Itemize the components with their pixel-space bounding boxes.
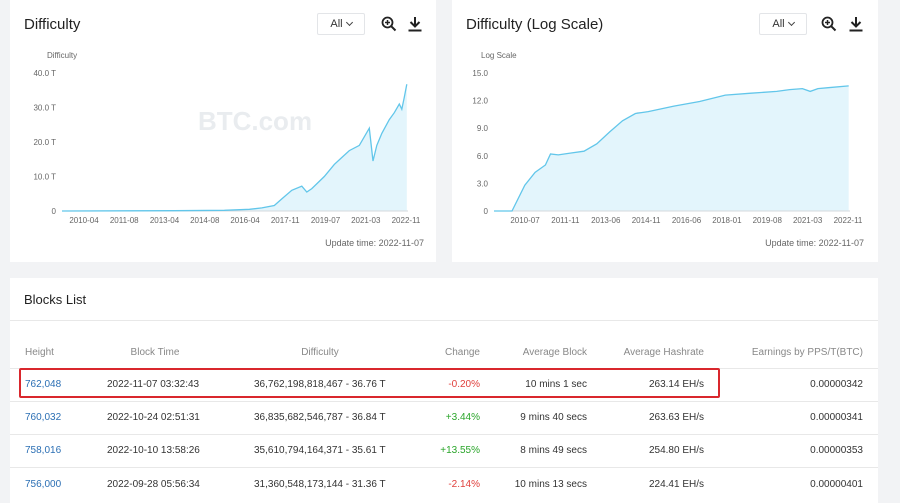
x-tick-label: 2010-07 [510, 216, 540, 225]
difficulty-chart-card: Difficulty All Difficulty BTC.com 0 10.0 T… [10, 0, 436, 262]
average-hashrate: 263.14 EH/s [648, 379, 704, 390]
difficulty-change: +3.44% [445, 412, 480, 423]
block-time: 2022-10-24 02:51:31 [107, 412, 200, 423]
y-axis-title: Log Scale [481, 51, 517, 60]
y-tick-label: 30.0 T [33, 104, 56, 113]
x-tick-label: 2021-03 [793, 216, 823, 225]
highlight-box [19, 368, 720, 398]
y-tick-label: 10.0 T [33, 173, 56, 182]
y-axis-title: Difficulty [47, 51, 78, 60]
x-tick-label: 2011-08 [110, 216, 139, 225]
range-select[interactable]: All [759, 13, 807, 35]
range-select-value: All [772, 18, 785, 30]
series-area [62, 84, 407, 211]
blocks-list-card: Blocks List [10, 278, 878, 503]
earnings-pps: 0.00000353 [810, 445, 863, 456]
x-tick-label: 2017-11 [271, 216, 300, 225]
x-tick-label: 2022-11 [392, 216, 421, 225]
zoom-in-icon[interactable] [820, 15, 838, 33]
average-block-time: 10 mins 13 secs [514, 479, 587, 490]
average-block-time: 10 mins 1 sec [525, 379, 587, 390]
column-header-average-hashrate: Average Hashrate [623, 347, 704, 358]
average-hashrate: 263.63 EH/s [648, 412, 704, 423]
block-difficulty: 35,610,794,164,371 - 35.61 T [254, 445, 386, 456]
x-tick-label: 2019-08 [753, 216, 783, 225]
chart-title: Difficulty (Log Scale) [466, 16, 604, 33]
block-time: 2022-09-28 05:56:34 [107, 479, 200, 490]
x-tick-label: 2016-04 [230, 216, 260, 225]
update-time: Update time: 2022-11-07 [765, 238, 864, 248]
block-height-link[interactable]: 762,048 [25, 379, 62, 390]
zoom-in-icon[interactable] [380, 15, 398, 33]
chart-title: Difficulty [24, 16, 81, 33]
series-area [494, 85, 849, 211]
range-select[interactable]: All [317, 13, 365, 35]
y-tick-label: 15.0 [472, 69, 488, 78]
column-header-difficulty: Difficulty [301, 347, 339, 358]
x-tick-label: 2013-04 [150, 216, 180, 225]
row-divider [10, 401, 878, 402]
x-tick-label: 2019-07 [311, 216, 341, 225]
block-height-link[interactable]: 758,016 [25, 445, 62, 456]
difficulty-change: -0.20% [448, 379, 480, 390]
x-tick-label: 2018-01 [712, 216, 742, 225]
y-tick-label: 12.0 [472, 97, 488, 106]
block-height-link[interactable]: 756,000 [25, 479, 62, 490]
y-tick-label: 20.0 T [33, 138, 56, 147]
blocks-list-title: Blocks List [24, 292, 87, 307]
average-hashrate: 224.41 EH/s [648, 479, 704, 490]
x-tick-label: 2021-03 [351, 216, 381, 225]
y-tick-label: 3.0 [477, 179, 489, 188]
average-block-time: 9 mins 40 secs [520, 412, 587, 423]
y-tick-label: 9.0 [477, 124, 489, 133]
column-header-height: Height [25, 347, 54, 358]
y-tick-label: 40.0 T [33, 69, 56, 78]
difficulty-chart: BTC.com 0 10.0 T 20.0 T 30.0 T 40.0 T 2010-04 2… [33, 69, 421, 225]
row-divider [10, 434, 878, 435]
difficulty-change: +13.55% [440, 445, 480, 456]
y-tick-label: 0 [484, 207, 489, 216]
x-tick-label: 2016-06 [672, 216, 702, 225]
x-tick-label: 2014-11 [632, 216, 661, 225]
x-tick-label: 2013-06 [591, 216, 621, 225]
column-header-block-time: Block Time [130, 347, 180, 358]
earnings-pps: 0.00000401 [810, 479, 863, 490]
block-time: 2022-11-07 03:32:43 [107, 379, 200, 390]
difficulty-log-chart: BTC.com03.06.09.012.015.02010-072011-112… [472, 69, 863, 225]
x-tick-label: 2014-08 [190, 216, 220, 225]
y-tick-label: 0 [52, 207, 57, 216]
block-difficulty: 36,835,682,546,787 - 36.84 T [254, 412, 386, 423]
column-header-change: Change [444, 347, 480, 358]
difficulty-log-chart-card: Difficulty (Log Scale) All Log Scale BTC… [452, 0, 878, 262]
average-hashrate: 254.80 EH/s [648, 445, 704, 456]
earnings-pps: 0.00000342 [810, 379, 863, 390]
average-block-time: 8 mins 49 secs [520, 445, 587, 456]
divider [10, 320, 878, 321]
x-tick-label: 2010-04 [69, 216, 99, 225]
chart-watermark: BTC.com [198, 106, 312, 136]
block-time: 2022-10-10 13:58:26 [107, 445, 200, 456]
earnings-pps: 0.00000341 [810, 412, 863, 423]
difficulty-change: -2.14% [448, 479, 480, 490]
row-divider [10, 467, 878, 468]
series-line [61, 84, 408, 212]
x-tick-label: 2011-11 [551, 216, 580, 225]
y-tick-label: 6.0 [477, 152, 489, 161]
download-icon[interactable] [847, 15, 865, 33]
update-time: Update time: 2022-11-07 [325, 238, 424, 248]
series-line [494, 85, 849, 212]
x-tick-label: 2022-11 [834, 216, 863, 225]
block-difficulty: 31,360,548,173,144 - 31.36 T [254, 479, 386, 490]
column-header-average-block: Average Block [522, 347, 587, 358]
column-header-earnings: Earnings by PPS/T(BTC) [751, 347, 863, 358]
block-difficulty: 36,762,198,818,467 - 36.76 T [254, 379, 386, 390]
block-height-link[interactable]: 760,032 [25, 412, 62, 423]
range-select-value: All [330, 18, 343, 30]
download-icon[interactable] [406, 15, 424, 33]
